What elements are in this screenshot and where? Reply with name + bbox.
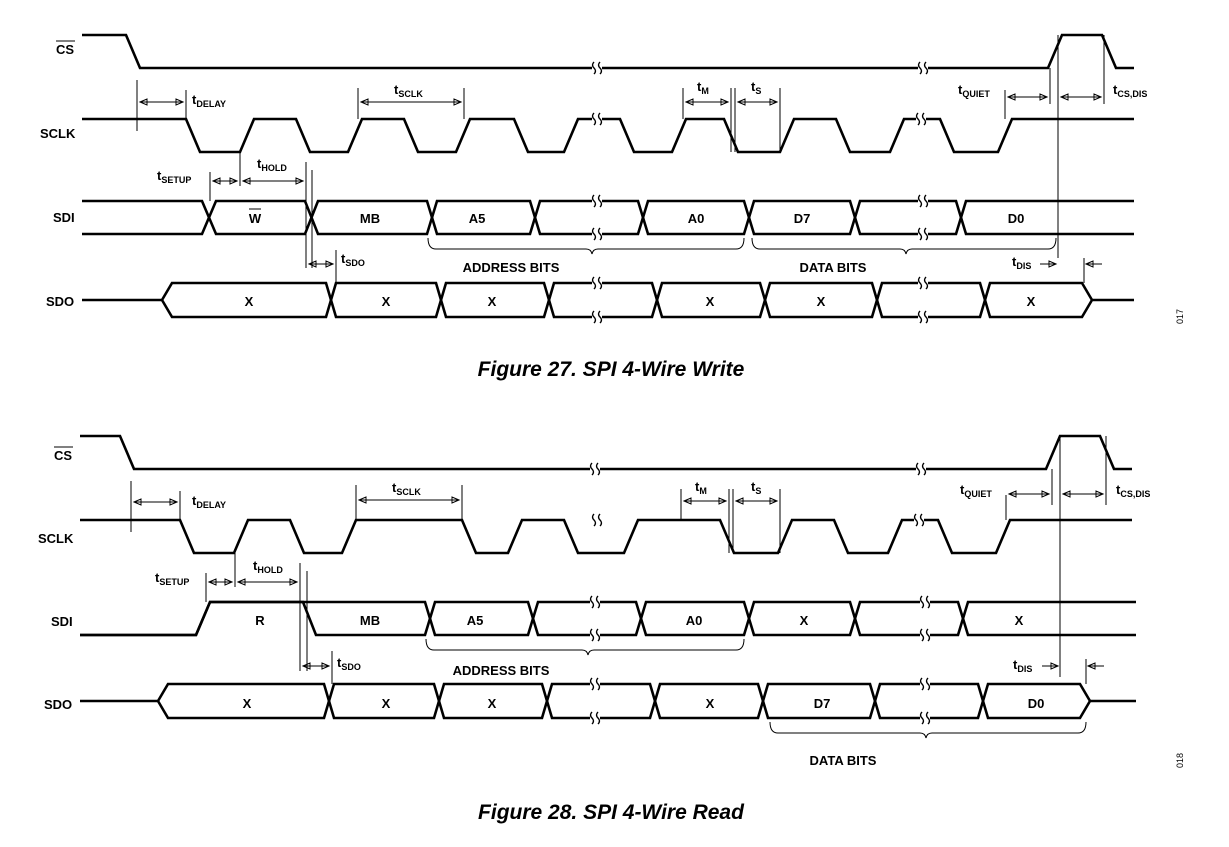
cs-label: CS xyxy=(56,42,74,57)
address-bits-label: ADDRESS BITS xyxy=(463,260,560,275)
time-break-marks xyxy=(589,462,931,725)
timing-arrows xyxy=(132,490,1105,670)
sdo-cell-0: X xyxy=(245,294,254,309)
sdi-cell-7: D0 xyxy=(1008,211,1025,226)
t-dis-label: tDIS xyxy=(1012,254,1031,271)
sdi-cell-7: X xyxy=(1015,613,1024,628)
t-quiet-label: tQUIET xyxy=(960,482,992,499)
cs-waveform xyxy=(80,434,1132,471)
sdo-label: SDO xyxy=(44,697,72,712)
sdi-cell-2: A5 xyxy=(469,211,486,226)
sdo-cell-2: X xyxy=(488,696,497,711)
timing-reference-lines xyxy=(130,436,1107,684)
timing-arrows xyxy=(138,93,1103,268)
address-bits-brace xyxy=(425,638,745,656)
sdi-label: SDI xyxy=(53,210,75,225)
sdo-bus xyxy=(82,281,1134,319)
sclk-waveform xyxy=(80,518,1132,555)
sdo-cell-4: X xyxy=(706,294,715,309)
t-dis-label: tDIS xyxy=(1013,657,1032,674)
figure-27-write: CS SCLK SDI SDO xyxy=(40,33,1185,381)
address-bits-label: ADDRESS BITS xyxy=(453,663,550,678)
sdi-cell-4: A0 xyxy=(688,211,705,226)
sdi-cell-1: MB xyxy=(360,211,380,226)
t-m-label: tM xyxy=(697,79,709,96)
t-sclk-label: tSCLK xyxy=(392,480,421,497)
sdo-cell-4: X xyxy=(706,696,715,711)
t-delay-label: tDELAY xyxy=(192,493,226,510)
sdi-cell-5: D7 xyxy=(794,211,811,226)
figure-id: 017 xyxy=(1175,309,1185,324)
sdo-bus xyxy=(80,682,1136,720)
figure-28-read: CS SCLK SDI SDO xyxy=(38,434,1185,824)
t-quiet-label: tQUIET xyxy=(958,82,990,99)
sdo-cell-1: X xyxy=(382,696,391,711)
t-csdis-label: tCS,DIS xyxy=(1116,482,1150,499)
data-bits-brace xyxy=(769,721,1087,739)
sdo-cell-2: X xyxy=(488,294,497,309)
t-m-label: tM xyxy=(695,479,707,496)
t-csdis-label: tCS,DIS xyxy=(1113,82,1147,99)
sdi-cell-4: A0 xyxy=(686,613,703,628)
sdo-cell-7: D0 xyxy=(1028,696,1045,711)
sdo-cell-5: X xyxy=(817,294,826,309)
sdo-cell-1: X xyxy=(382,294,391,309)
data-bits-label: DATA BITS xyxy=(800,260,867,275)
figure-caption: Figure 27. SPI 4-Wire Write xyxy=(478,358,745,381)
sdi-cell-5: X xyxy=(800,613,809,628)
t-sdo-label: tSDO xyxy=(337,655,361,672)
t-setup-label: tSETUP xyxy=(155,570,189,587)
sdo-cell-7: X xyxy=(1027,294,1036,309)
sdi-cell-1: MB xyxy=(360,613,380,628)
figure-id: 018 xyxy=(1175,753,1185,768)
t-hold-label: tHOLD xyxy=(253,558,283,575)
t-setup-label: tSETUP xyxy=(157,168,191,185)
t-hold-label: tHOLD xyxy=(257,156,287,173)
sdi-label: SDI xyxy=(51,614,73,629)
sdo-cell-0: X xyxy=(243,696,252,711)
sdi-cell-2: A5 xyxy=(467,613,484,628)
sclk-label: SCLK xyxy=(38,531,74,546)
t-sclk-label: tSCLK xyxy=(394,82,423,99)
t-s-label: tS xyxy=(751,479,761,496)
cs-label: CS xyxy=(54,448,72,463)
figure-caption: Figure 28. SPI 4-Wire Read xyxy=(478,801,745,824)
t-delay-label: tDELAY xyxy=(192,92,226,109)
timing-reference-lines xyxy=(136,35,1105,283)
data-bits-brace xyxy=(751,237,1057,255)
t-sdo-label: tSDO xyxy=(341,251,365,268)
data-bits-label: DATA BITS xyxy=(810,753,877,768)
sdi-bus xyxy=(82,199,1134,236)
t-s-label: tS xyxy=(751,79,761,96)
sclk-label: SCLK xyxy=(40,126,76,141)
cs-waveform xyxy=(82,33,1134,70)
address-bits-brace xyxy=(427,237,745,255)
sdo-cell-5: D7 xyxy=(814,696,831,711)
time-break-marks xyxy=(591,61,929,324)
sdo-label: SDO xyxy=(46,294,74,309)
sdi-bus xyxy=(80,600,1136,637)
sdi-cell-0: W xyxy=(249,211,262,226)
sclk-waveform xyxy=(82,117,1134,154)
sdi-cell-0: R xyxy=(255,613,265,628)
